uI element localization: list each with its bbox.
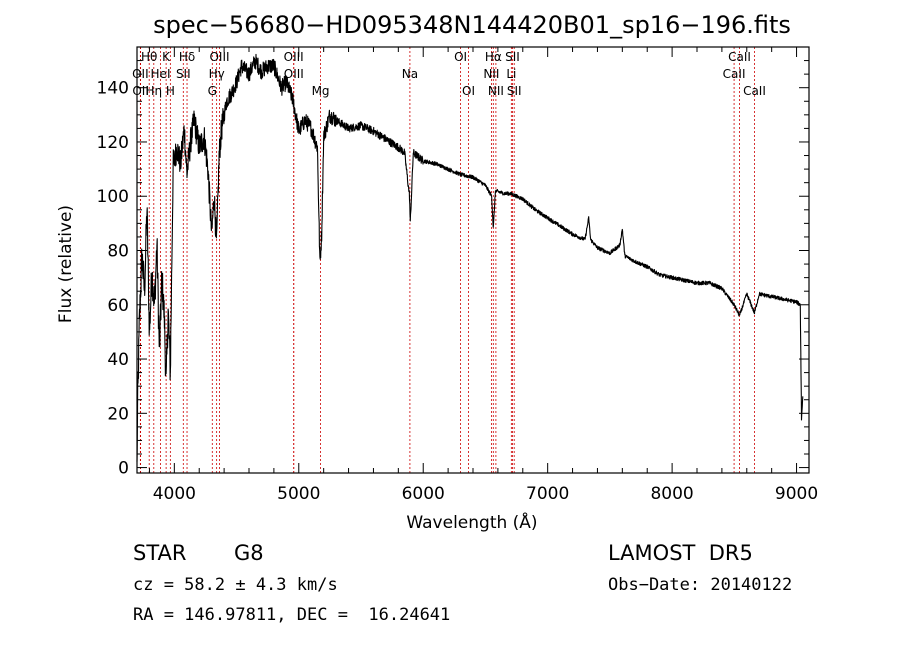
line-label-17: OI	[462, 84, 475, 98]
line-label-7: SII	[176, 67, 191, 81]
line-label-5: K	[162, 50, 171, 64]
line-label-3: Hη	[145, 84, 162, 98]
spectral-subclass: G8	[234, 541, 264, 565]
x-axis-label: Wavelength (Å)	[406, 511, 537, 533]
line-label-9: Hγ	[209, 67, 225, 81]
line-label-25: CaII	[723, 67, 746, 81]
axis-tick-labels: 4000 5000 6000 7000 8000 9000 0 20 40 60 80 100 120 1…	[97, 79, 819, 504]
line-label-15: Na	[402, 67, 418, 81]
y-tick-label-0: 0	[118, 459, 129, 479]
line-label-12: OIII	[284, 50, 304, 64]
redshift-cz: cz = 58.2 ± 4.3 km/s	[133, 575, 338, 595]
chart-title: spec−56680−HD095348N144420B01_sp16−196.f…	[153, 11, 791, 39]
line-label-0: Hθ	[141, 50, 157, 64]
y-tick-label-1: 20	[107, 404, 129, 424]
plot-frame	[136, 46, 810, 474]
x-tick-label-5: 9000	[775, 484, 818, 504]
y-tick-label-6: 120	[97, 133, 129, 153]
line-label-19: NII	[483, 67, 499, 81]
y-tick-label-4: 80	[107, 242, 129, 262]
axis-ticks	[137, 47, 809, 473]
y-tick-label-3: 60	[107, 296, 129, 316]
y-tick-label-2: 40	[107, 350, 129, 370]
line-label-14: Mg	[312, 84, 330, 98]
line-label-8: Hδ	[179, 50, 195, 64]
x-tick-label-1: 5000	[277, 484, 320, 504]
coordinates-ra-dec: RA = 146.97811, DEC = 16.24641	[133, 605, 450, 625]
line-label-4: HeI	[151, 67, 171, 81]
line-label-11: OIII	[209, 50, 229, 64]
emission-line-markers	[139, 47, 755, 473]
line-label-18: Hα	[485, 50, 502, 64]
observation-date: Obs−Date: 20140122	[608, 575, 792, 595]
line-label-22: Li	[506, 67, 516, 81]
line-label-13: OIII	[284, 67, 304, 81]
x-tick-label-4: 8000	[650, 484, 693, 504]
x-tick-label-2: 6000	[402, 484, 445, 504]
line-label-26: CaII	[743, 84, 766, 98]
y-tick-label-7: 140	[97, 79, 129, 99]
line-label-20: NII	[488, 84, 504, 98]
line-label-16: OI	[454, 50, 467, 64]
object-class: STAR	[133, 541, 186, 565]
line-label-10: G	[208, 84, 217, 98]
x-tick-label-3: 7000	[526, 484, 569, 504]
y-axis-label: Flux (relative)	[56, 205, 76, 323]
survey-name: LAMOST DR5	[608, 541, 753, 565]
line-label-24: CaII	[728, 50, 751, 64]
x-tick-label-0: 4000	[153, 484, 196, 504]
line-label-21: SII	[505, 50, 520, 64]
y-tick-label-5: 100	[97, 187, 129, 207]
line-label-6: H	[166, 84, 175, 98]
spectrum-line	[136, 53, 804, 462]
line-label-23: SII	[507, 84, 522, 98]
